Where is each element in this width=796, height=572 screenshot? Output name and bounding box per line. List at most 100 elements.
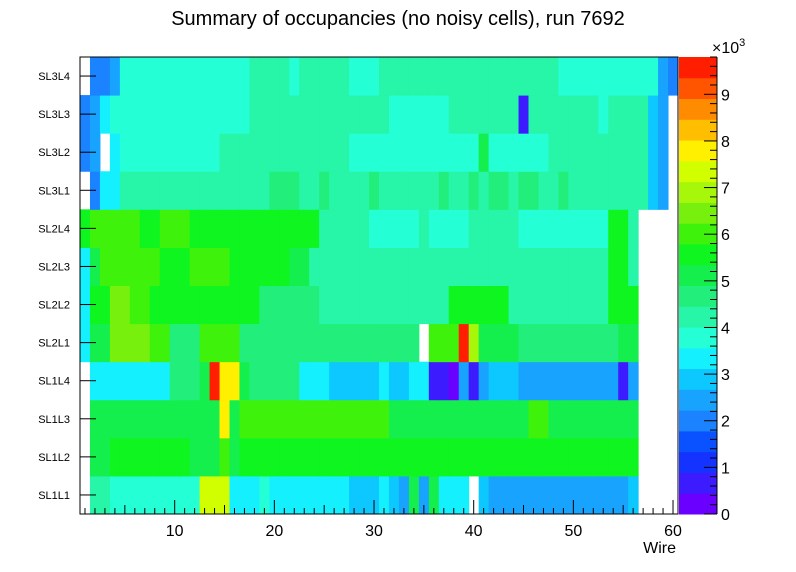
heatmap-cell: [528, 171, 539, 210]
y-tick-label: SL3L4: [38, 71, 70, 83]
heatmap-cell: [558, 57, 569, 96]
heatmap-cell: [398, 57, 410, 96]
heatmap-cell: [139, 209, 151, 248]
heatmap-cell: [349, 133, 360, 172]
heatmap-cell: [119, 57, 131, 96]
heatmap-cell: [189, 57, 201, 96]
heatmap-cell: [139, 57, 151, 96]
heatmap-cell: [109, 95, 121, 134]
heatmap-cell: [438, 171, 450, 210]
heatmap-cell: [478, 209, 490, 248]
heatmap-cell: [199, 361, 211, 401]
palette-swatch: [679, 451, 717, 473]
heatmap-cell: [478, 95, 490, 134]
heatmap-cell: [588, 475, 599, 515]
heatmap-cell: [349, 95, 360, 134]
heatmap-cell: [309, 133, 320, 172]
heatmap-cell: [578, 247, 589, 286]
heatmap-cell: [199, 133, 211, 172]
heatmap-cell: [588, 95, 599, 134]
heatmap-cell: [418, 399, 430, 439]
heatmap-cell: [289, 133, 300, 172]
heatmap-cell: [618, 95, 629, 134]
heatmap-cell: [369, 399, 380, 439]
heatmap-cell: [438, 95, 450, 134]
heatmap-cell: [149, 171, 161, 210]
heatmap-cell: [159, 323, 171, 363]
heatmap-cell: [488, 95, 500, 134]
heatmap-cell: [179, 133, 191, 172]
heatmap-cell: [119, 133, 131, 172]
heatmap-cell: [618, 399, 629, 439]
heatmap-cell: [239, 475, 250, 515]
heatmap-cell: [598, 285, 609, 325]
heatmap-cell: [608, 171, 619, 210]
heatmap-cell: [598, 57, 609, 96]
heatmap-cell: [109, 57, 121, 96]
palette-swatch: [679, 181, 717, 203]
heatmap-cell: [189, 171, 201, 210]
y-tick-label: SL1L2: [38, 452, 70, 464]
heatmap-cell: [448, 323, 460, 363]
heatmap-cell: [119, 285, 131, 325]
heatmap-cell: [668, 57, 679, 96]
heatmap-cell: [299, 57, 310, 96]
heatmap-cell: [299, 285, 310, 325]
heatmap-cell: [359, 323, 370, 363]
heatmap-cell: [199, 247, 211, 286]
heatmap-cell: [548, 171, 559, 210]
y-tick-label: SL2L4: [38, 223, 70, 235]
heatmap-cell: [329, 437, 340, 477]
heatmap-cell: [209, 285, 221, 325]
heatmap-cell: [448, 171, 460, 210]
heatmap-cell: [568, 95, 579, 134]
heatmap-cell: [329, 285, 340, 325]
heatmap-cell: [438, 209, 450, 248]
heatmap-cell: [129, 399, 141, 439]
heatmap-cell: [458, 171, 470, 210]
y-tick-label: SL1L4: [38, 376, 70, 388]
heatmap-cell: [219, 399, 230, 439]
heatmap-cell: [508, 171, 520, 210]
heatmap-cell: [349, 475, 360, 515]
heatmap-cell: [408, 475, 420, 515]
y-tick-label: SL1L1: [38, 490, 70, 502]
heatmap-cell: [229, 399, 240, 439]
heatmap-cell: [398, 323, 410, 363]
heatmap-cell: [398, 95, 410, 134]
heatmap-cell: [578, 475, 589, 515]
heatmap-cell: [159, 399, 171, 439]
heatmap-cell: [189, 399, 201, 439]
heatmap-cell: [379, 209, 390, 248]
heatmap-cell: [488, 247, 500, 286]
heatmap-cell: [488, 323, 500, 363]
heatmap-cell: [598, 247, 609, 286]
heatmap-cell: [548, 209, 559, 248]
heatmap-cell: [388, 133, 400, 172]
heatmap-cell: [239, 247, 250, 286]
heatmap-cell: [618, 133, 629, 172]
heatmap-cell: [259, 171, 270, 210]
heatmap-cell: [498, 133, 510, 172]
palette-swatch: [679, 389, 717, 411]
heatmap-cell: [418, 171, 430, 210]
palette-swatch: [679, 368, 717, 390]
heatmap-cell: [239, 209, 250, 248]
heatmap-cell: [488, 437, 500, 477]
heatmap-cell: [488, 57, 500, 96]
heatmap-cell: [618, 247, 629, 286]
heatmap-cell: [598, 95, 609, 134]
heatmap-cell: [538, 323, 549, 363]
heatmap-cell: [269, 361, 280, 401]
heatmap-cell: [498, 285, 510, 325]
heatmap-cell: [518, 285, 529, 325]
heatmap-cell: [498, 323, 510, 363]
heatmap-cell: [598, 323, 609, 363]
heatmap-cell: [428, 171, 440, 210]
heatmap-cell: [428, 95, 440, 134]
heatmap-cell: [279, 285, 290, 325]
chart-title: Summary of occupancies (no noisy cells),…: [171, 8, 625, 30]
heatmap-cell: [398, 209, 410, 248]
heatmap-cell: [488, 361, 500, 401]
heatmap-cell: [349, 209, 360, 248]
